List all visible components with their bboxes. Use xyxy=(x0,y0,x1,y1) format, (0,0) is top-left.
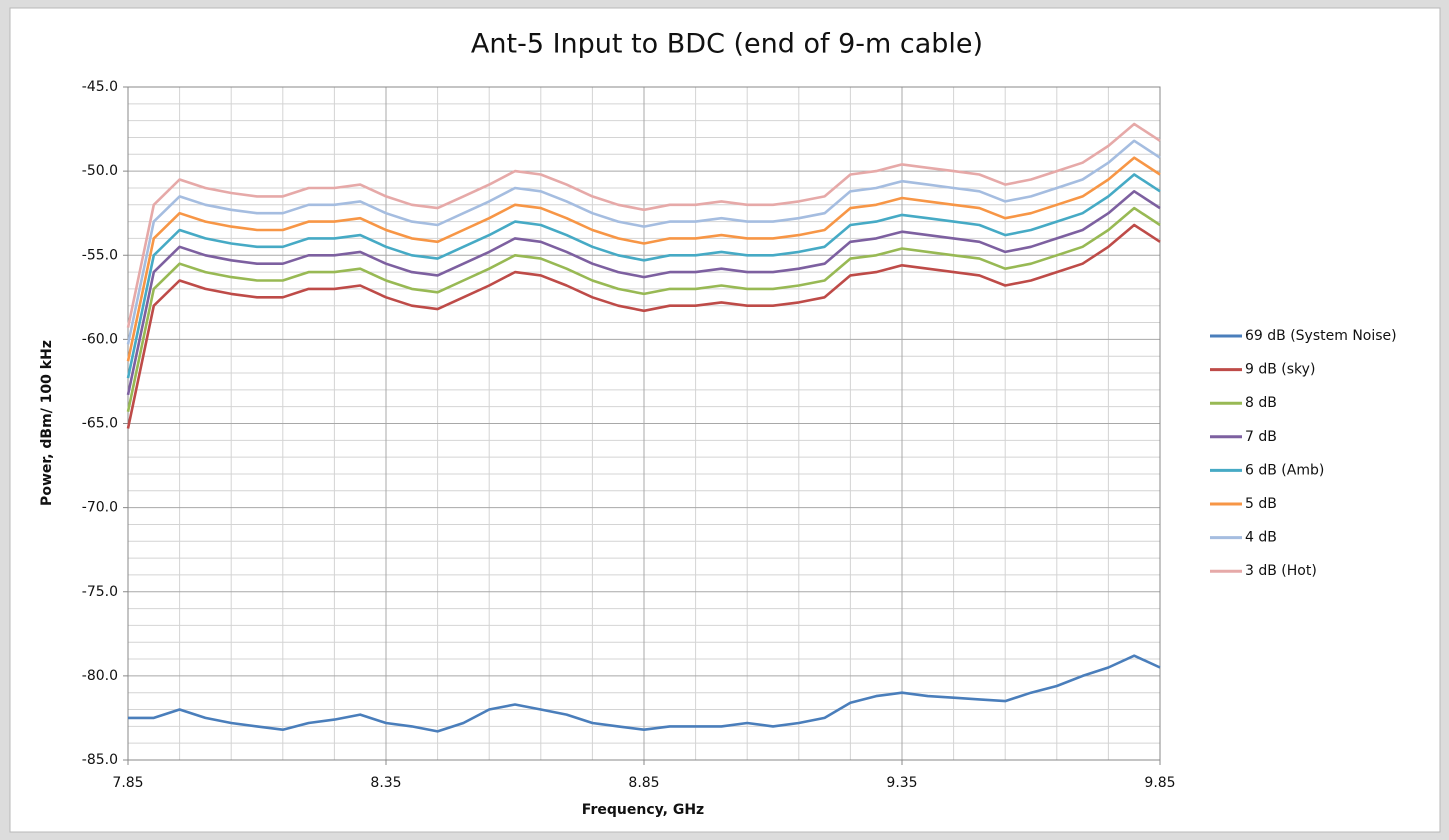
legend-label: 6 dB (Amb) xyxy=(1245,462,1324,478)
y-tick-label: -45.0 xyxy=(82,79,118,95)
series-line xyxy=(126,156,1161,362)
x-tick-label: 8.35 xyxy=(370,775,401,791)
y-tick-label: -55.0 xyxy=(82,247,118,263)
legend-label: 7 dB xyxy=(1245,429,1277,445)
series-line xyxy=(126,122,1161,328)
series-line xyxy=(126,223,1161,429)
x-tick-label: 9.85 xyxy=(1144,775,1175,791)
x-tick-label: 8.85 xyxy=(628,775,659,791)
y-tick-label: -65.0 xyxy=(82,416,118,432)
series-line xyxy=(126,139,1161,345)
legend-label: 69 dB (System Noise) xyxy=(1245,328,1397,344)
x-tick-label: 9.35 xyxy=(886,775,917,791)
x-tick-label: 7.85 xyxy=(112,775,143,791)
legend-label: 3 dB (Hot) xyxy=(1245,563,1317,579)
y-tick-label: -50.0 xyxy=(82,163,118,179)
y-tick-label: -75.0 xyxy=(82,584,118,600)
legend-label: 5 dB xyxy=(1245,496,1277,512)
y-tick-label: -80.0 xyxy=(82,668,118,684)
y-tick-label: -85.0 xyxy=(82,752,118,768)
chart-title: Ant-5 Input to BDC (end of 9-m cable) xyxy=(471,29,983,60)
legend-label: 4 dB xyxy=(1245,530,1277,546)
y-axis-title: Power, dBm/ 100 kHz xyxy=(39,340,55,506)
legend-label: 9 dB (sky) xyxy=(1245,362,1315,378)
series-line xyxy=(126,190,1161,396)
x-axis-title: Frequency, GHz xyxy=(582,802,704,818)
y-tick-label: -60.0 xyxy=(82,331,118,347)
series-line xyxy=(126,173,1161,379)
legend-label: 8 dB xyxy=(1245,395,1277,411)
series-line xyxy=(126,206,1161,412)
chart-background xyxy=(9,7,1441,833)
series-line xyxy=(128,654,1161,733)
y-tick-label: -70.0 xyxy=(82,500,118,516)
